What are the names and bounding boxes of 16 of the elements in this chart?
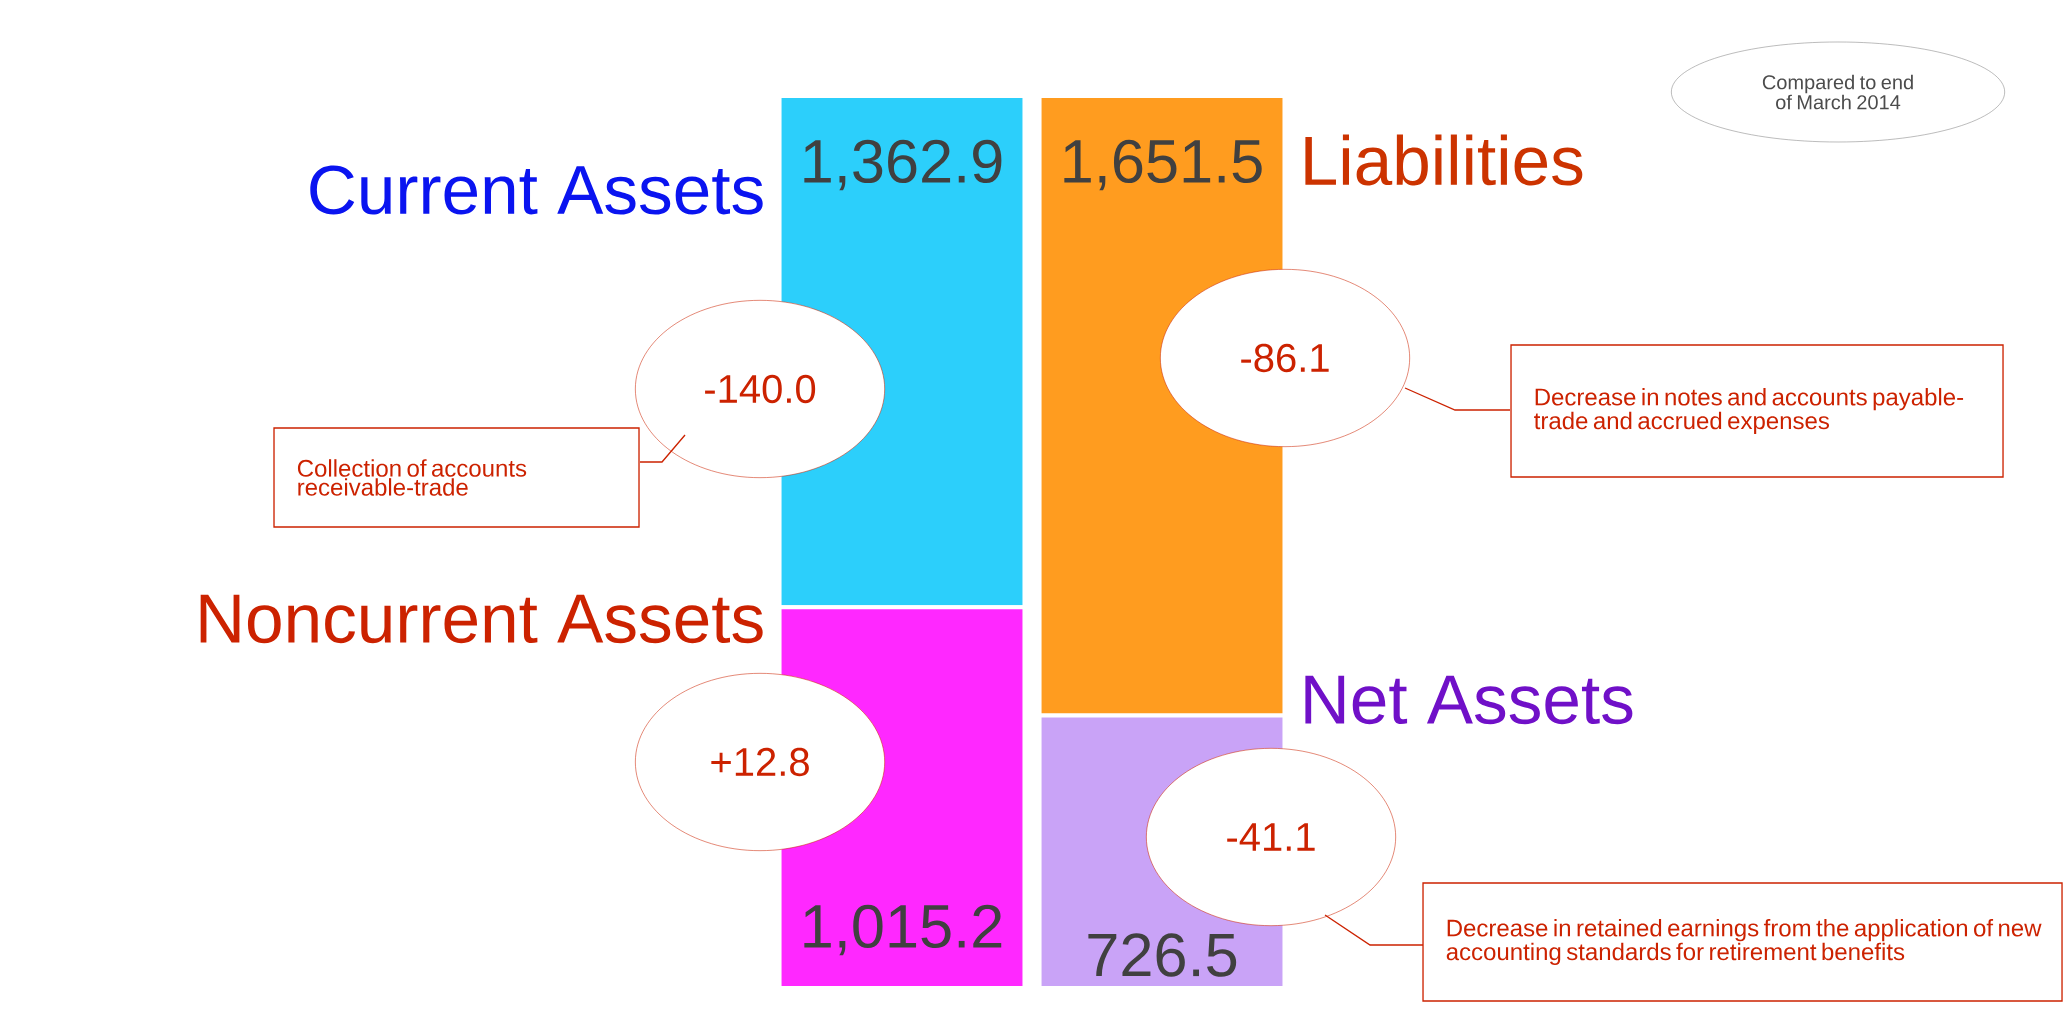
data-label: 1,651.5 [1064,139,1262,191]
series-label: Current Assets [310,165,763,215]
text: Decrease in notes and accounts payable-trade and accrued expenses [1534,387,1964,435]
series-label: Liabilities [1305,134,1583,186]
annotation: -140.0 [705,374,816,404]
text: Decrease in retained earnings from the application of new accounting standards for retirement benefits [1446,918,2042,966]
annotation: -86.1 [1241,343,1329,373]
data-label: 1,362.9 [804,139,1002,191]
annotation: -41.1 [1227,823,1315,851]
series-label: Noncurrent Assets [200,594,763,644]
series-label: Net Assets [1305,675,1633,725]
text: Compared to end of March 2014 [1762,74,1913,110]
data-label: 726.5 [1088,933,1237,977]
annotation: +12.8 [711,747,809,777]
data-label: 1,015.2 [804,904,1002,956]
text: Collection of accounts receivable-trade [297,459,527,496]
